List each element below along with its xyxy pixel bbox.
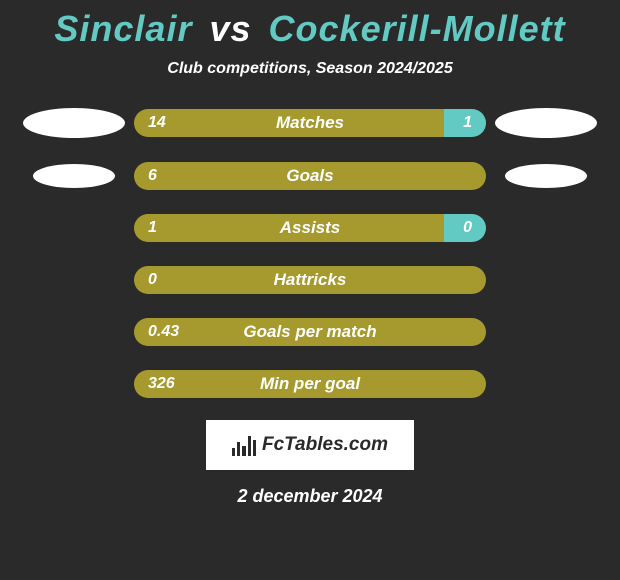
bar-right-segment bbox=[444, 214, 486, 242]
stat-bar: 6Goals bbox=[134, 162, 486, 190]
dot-icon bbox=[495, 108, 597, 138]
bar-chart-icon bbox=[232, 434, 256, 456]
stat-bar: 1Assists0 bbox=[134, 214, 486, 242]
player-1-name: Sinclair bbox=[54, 8, 192, 49]
vs-text: vs bbox=[209, 8, 251, 49]
dot-icon bbox=[505, 164, 587, 188]
bar-right-segment bbox=[444, 109, 486, 137]
right-dot-col bbox=[486, 108, 606, 138]
logo-text: FcTables.com bbox=[262, 434, 388, 456]
bar-left-segment bbox=[134, 214, 444, 242]
subtitle: Club competitions, Season 2024/2025 bbox=[0, 60, 620, 78]
date-text: 2 december 2024 bbox=[0, 486, 620, 507]
logo-bar bbox=[253, 440, 256, 456]
bar-left-segment bbox=[134, 266, 486, 294]
logo-bar bbox=[237, 442, 240, 456]
stat-row: 0Hattricks bbox=[0, 266, 620, 294]
page-title: Sinclair vs Cockerill-Mollett bbox=[0, 0, 620, 50]
left-dot-col bbox=[14, 108, 134, 138]
stat-bar: 0.43Goals per match bbox=[134, 318, 486, 346]
bar-left-segment bbox=[134, 162, 486, 190]
right-dot-col bbox=[486, 164, 606, 188]
bar-left-segment bbox=[134, 109, 444, 137]
player-2-name: Cockerill-Mollett bbox=[269, 8, 566, 49]
stats-rows: 14Matches1 6Goals 1Assists0 0Hattricks 0.43G… bbox=[0, 108, 620, 398]
stat-bar: 0Hattricks bbox=[134, 266, 486, 294]
logo-bar bbox=[242, 446, 245, 456]
fctables-logo: FcTables.com bbox=[206, 420, 414, 470]
stat-row: 14Matches1 bbox=[0, 108, 620, 138]
logo-bar bbox=[232, 448, 235, 456]
dot-icon bbox=[23, 108, 125, 138]
left-dot-col bbox=[14, 164, 134, 188]
stat-row: 326Min per goal bbox=[0, 370, 620, 398]
dot-icon bbox=[33, 164, 115, 188]
stat-row: 1Assists0 bbox=[0, 214, 620, 242]
bar-left-segment bbox=[134, 318, 486, 346]
logo-bar bbox=[248, 436, 251, 456]
stat-bar: 14Matches1 bbox=[134, 109, 486, 137]
stat-row: 0.43Goals per match bbox=[0, 318, 620, 346]
bar-left-segment bbox=[134, 370, 486, 398]
stat-row: 6Goals bbox=[0, 162, 620, 190]
stat-bar: 326Min per goal bbox=[134, 370, 486, 398]
